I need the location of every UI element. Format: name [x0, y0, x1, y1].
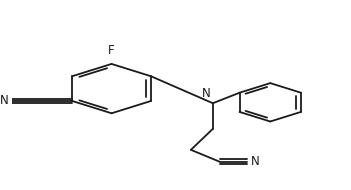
Text: F: F [108, 44, 115, 57]
Text: N: N [202, 87, 211, 100]
Text: N: N [0, 94, 8, 107]
Text: N: N [251, 155, 259, 168]
